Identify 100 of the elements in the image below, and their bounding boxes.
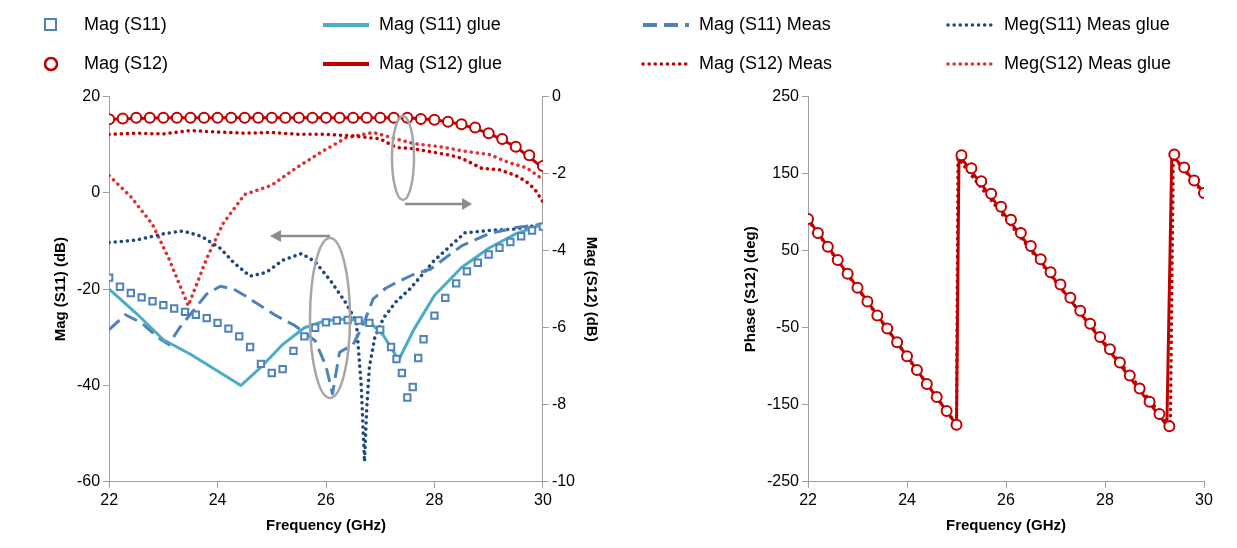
point <box>403 393 412 402</box>
point <box>441 293 450 303</box>
point <box>1054 278 1067 291</box>
point <box>950 418 963 431</box>
y-tick-label: 20 <box>82 87 101 105</box>
point <box>278 364 287 374</box>
point <box>1074 304 1087 317</box>
point <box>891 336 904 349</box>
point <box>347 111 360 124</box>
point <box>473 258 482 267</box>
y2-tick-label: -2 <box>551 164 567 182</box>
y-tick-label: -40 <box>77 375 101 393</box>
point <box>496 132 509 145</box>
point <box>376 325 385 334</box>
line-series <box>109 128 543 204</box>
point <box>213 318 222 328</box>
point <box>170 304 179 313</box>
y2-tick-label: -10 <box>551 472 576 490</box>
point <box>1014 226 1027 239</box>
point <box>225 111 238 124</box>
y-tick-label: -20 <box>77 279 101 297</box>
y2-tick-label: -8 <box>551 395 567 413</box>
point <box>1044 266 1057 279</box>
point <box>414 112 427 125</box>
y2-tick-label: -4 <box>551 241 567 259</box>
point <box>451 279 461 288</box>
x-tick-label: 22 <box>799 490 818 508</box>
point <box>365 318 374 328</box>
point <box>191 310 201 319</box>
point <box>265 111 278 124</box>
point <box>310 323 320 332</box>
y-axis-title: Mag (S11) (dB) <box>51 237 69 342</box>
point <box>955 149 968 162</box>
point <box>170 111 183 124</box>
legend-label: Mag (S11) <box>84 14 167 35</box>
point <box>116 112 129 125</box>
point <box>419 335 428 344</box>
point <box>1004 213 1017 226</box>
x-tick-label: 22 <box>100 490 119 508</box>
point <box>235 332 244 341</box>
point <box>115 282 125 291</box>
point <box>374 111 387 124</box>
point <box>462 267 472 276</box>
y2-tick-label: -6 <box>551 318 567 336</box>
y-tick-label: 250 <box>772 87 800 105</box>
point <box>354 316 363 325</box>
point <box>965 162 978 175</box>
y-axis-title: Phase (S12) (deg) <box>741 226 759 353</box>
x-tick-label: 30 <box>533 490 552 508</box>
point <box>198 111 211 124</box>
x-tick-label: 24 <box>898 490 917 508</box>
point <box>871 309 884 322</box>
x-tick-label: 28 <box>1096 490 1115 508</box>
point <box>143 111 156 124</box>
point <box>360 111 373 124</box>
point <box>482 127 495 140</box>
point <box>386 342 396 352</box>
point <box>1123 369 1136 382</box>
x-tick-label: 30 <box>1195 490 1213 508</box>
point <box>320 111 332 124</box>
point <box>517 232 526 241</box>
point <box>509 140 522 153</box>
point <box>245 342 255 352</box>
point <box>224 324 233 333</box>
point <box>1133 382 1146 395</box>
point <box>267 368 276 378</box>
point <box>469 121 482 134</box>
point <box>408 382 417 392</box>
point <box>1153 408 1166 421</box>
x-tick-label: 26 <box>317 490 335 508</box>
point <box>851 281 864 294</box>
legend-label: Meg(S12) Meas glue <box>1004 53 1172 74</box>
y2-axis-title: Mag (S12) (dB) <box>583 236 601 342</box>
point <box>1034 253 1047 266</box>
point <box>159 300 168 310</box>
point <box>202 313 211 323</box>
legend-label: Mag (S12) <box>84 53 169 74</box>
legend-label: Mag (S12) Meas <box>699 53 833 74</box>
point <box>1163 420 1176 433</box>
point <box>148 297 157 306</box>
point <box>157 111 170 124</box>
point <box>428 113 441 126</box>
point <box>901 350 914 363</box>
legend-label: Mag (S11) glue <box>379 14 501 35</box>
point <box>306 111 319 124</box>
point <box>332 316 342 325</box>
y-tick-label: -50 <box>775 318 800 336</box>
legend-label: Mag (S12) glue <box>379 53 503 74</box>
point <box>831 253 844 266</box>
point <box>238 111 251 124</box>
point <box>1084 317 1097 330</box>
point <box>1064 291 1077 304</box>
y-tick-label: -250 <box>766 472 800 490</box>
point <box>995 200 1008 213</box>
point <box>841 267 854 280</box>
point <box>1113 356 1126 369</box>
point <box>940 404 953 417</box>
y-tick-label: 0 <box>91 183 101 201</box>
point <box>910 364 923 377</box>
x-tick-label: 26 <box>997 490 1016 508</box>
